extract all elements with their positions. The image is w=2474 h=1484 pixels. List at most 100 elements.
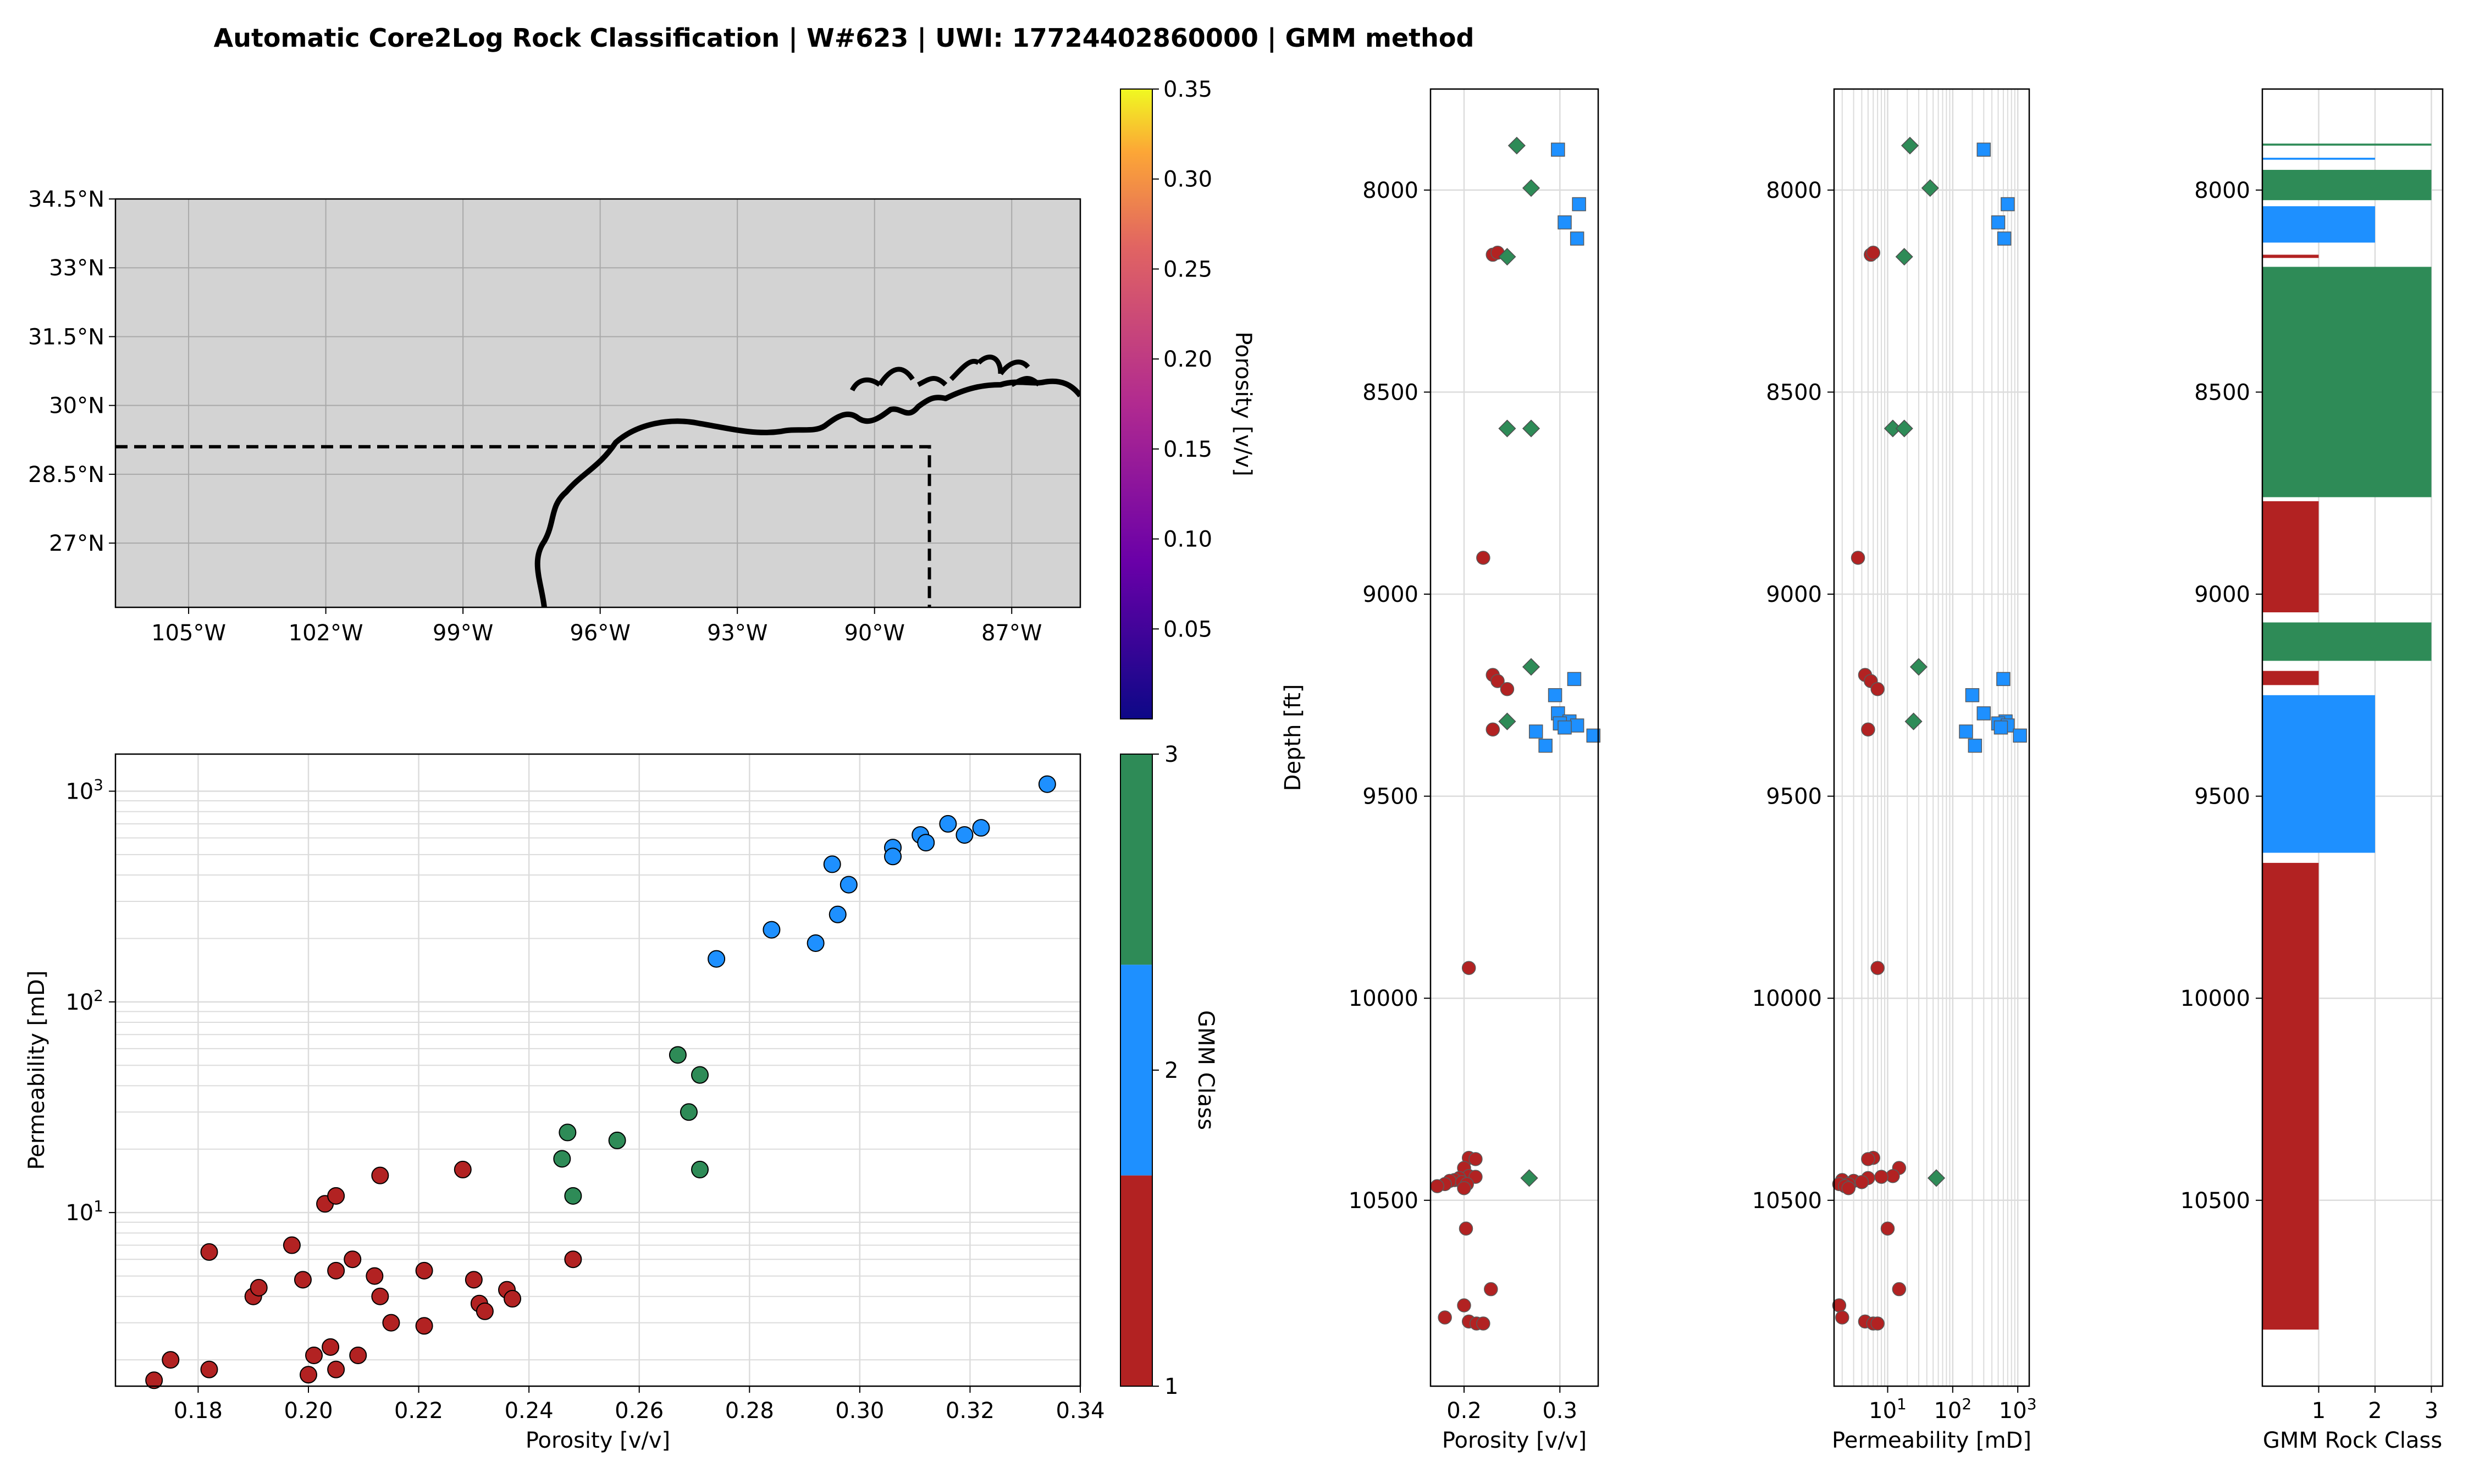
gmm-class-interval bbox=[2262, 267, 2432, 497]
crossplot-point bbox=[305, 1346, 323, 1364]
gmm-x-tick-label: 1 bbox=[2312, 1398, 2326, 1424]
porosity-colorbar-tick-label: 0.15 bbox=[1163, 437, 1212, 462]
depth-porosity-point bbox=[1507, 136, 1526, 154]
crossplot-point bbox=[162, 1351, 180, 1369]
depth-permeability-point bbox=[1965, 688, 1980, 702]
depth-porosity-point bbox=[1522, 179, 1540, 197]
gmm-class-colorbar: 1 2 3 GMM Class bbox=[1120, 742, 1218, 1399]
depth-porosity-point bbox=[1522, 419, 1540, 438]
map-y-tick-label: 33°N bbox=[49, 256, 104, 281]
map-x-tick-label: 105°W bbox=[151, 621, 226, 646]
figure-title: Automatic Core2Log Rock Classification |… bbox=[214, 23, 1475, 53]
gmm-class-interval bbox=[2262, 254, 2319, 258]
crossplot-point bbox=[382, 1314, 400, 1332]
map-clip bbox=[534, 355, 1080, 607]
class-colorbar-segment bbox=[1120, 965, 1152, 1176]
depth-permeability-point bbox=[1991, 215, 2006, 230]
depth-porosity-point bbox=[1485, 722, 1500, 737]
crossplot-x-tick-label: 0.28 bbox=[725, 1398, 774, 1424]
depth-tick-label: 9000 bbox=[2194, 582, 2250, 607]
depth-porosity-point bbox=[1430, 1179, 1444, 1193]
depth-porosity-point bbox=[1538, 738, 1553, 753]
depth-porosity-point bbox=[1484, 1282, 1498, 1297]
depth-permeability-point bbox=[1921, 179, 1939, 197]
class-colorbar-label: GMM Class bbox=[1193, 1010, 1218, 1130]
crossplot-y-tick-label: 102 bbox=[65, 987, 103, 1015]
depth-permeability-point bbox=[2013, 728, 2027, 743]
gmm-class-interval bbox=[2262, 501, 2319, 613]
crossplot-point bbox=[371, 1166, 389, 1184]
depth-permeability-point bbox=[1968, 738, 1982, 753]
crossplot-point bbox=[200, 1360, 218, 1378]
depth-permeability-point bbox=[1861, 1152, 1875, 1166]
depth-porosity-point bbox=[1570, 231, 1584, 246]
depth-permeability-point bbox=[1854, 1175, 1869, 1189]
crossplot-y-tick-label: 103 bbox=[65, 776, 103, 805]
crossplot-point bbox=[840, 876, 858, 894]
crossplot-point bbox=[504, 1289, 522, 1308]
map-y-tick-label: 28.5°N bbox=[28, 462, 104, 488]
gmm-class-interval bbox=[2262, 170, 2432, 201]
depth-porosity-point bbox=[1476, 551, 1490, 565]
gmm-track-panel: 8000 8500 9000 9500 10000 10500 1 2 3 GMM Rock Cl… bbox=[2180, 88, 2444, 1453]
depth-porosity-point bbox=[1528, 724, 1543, 739]
crossplot-point bbox=[691, 1160, 709, 1178]
depth-permeability-point bbox=[1927, 1169, 1946, 1187]
crossplot-point bbox=[608, 1131, 626, 1149]
crossplot-point bbox=[972, 819, 990, 837]
gmm-x-axis-label: GMM Rock Class bbox=[2263, 1428, 2442, 1453]
crossplot-point bbox=[327, 1360, 345, 1378]
crossplot-point bbox=[454, 1160, 472, 1178]
crossplot-y-tick-label: 101 bbox=[65, 1197, 103, 1226]
crossplot-point bbox=[366, 1267, 384, 1285]
depth-permeability-point bbox=[1835, 1310, 1849, 1325]
gmm-class-interval bbox=[2262, 622, 2432, 661]
crossplot-point bbox=[708, 950, 726, 968]
depth-porosity-point bbox=[1551, 142, 1565, 157]
map-y-tick-label: 27°N bbox=[49, 531, 104, 556]
depth-tick-label: 10500 bbox=[1349, 1188, 1418, 1214]
depth-permeability-x-axis-label: Permeability [mD] bbox=[1832, 1428, 2031, 1453]
depth-tick-label: 10500 bbox=[1752, 1188, 1822, 1214]
crossplot-point bbox=[465, 1271, 483, 1289]
coastline bbox=[534, 378, 1080, 607]
crossplot-x-axis-label: Porosity [v/v] bbox=[526, 1428, 670, 1453]
gmm-class-interval bbox=[2262, 695, 2375, 853]
depth-tick-label: 10000 bbox=[1349, 986, 1418, 1011]
depth-permeability-point bbox=[1866, 246, 1880, 260]
depth-porosity-point bbox=[1567, 672, 1582, 686]
map-panel: 105°W 102°W 99°W 96°W 93°W 90°W 87°W 34.5°N 33°N… bbox=[28, 187, 1081, 646]
crossplot-point bbox=[829, 905, 847, 923]
depth-permeability-point bbox=[1959, 724, 1973, 739]
depth-tick-label: 9000 bbox=[1766, 582, 1822, 607]
crossplot-point bbox=[884, 848, 902, 866]
crossplot-x-tick-label: 0.32 bbox=[946, 1398, 995, 1424]
depth-tick-label: 9500 bbox=[2194, 784, 2250, 810]
porosity-colorbar: 0.35 0.30 0.25 0.20 0.15 0.10 0.05 Porosity [v/… bbox=[1120, 77, 1256, 719]
map-x-tick-label: 93°W bbox=[707, 621, 767, 646]
depth-permeability-point bbox=[1892, 1282, 1907, 1297]
depth-porosity-panel: 8000 8500 9000 9500 10000 10500 0.2 0.3 Porosity… bbox=[1280, 88, 1601, 1453]
crossplot-point bbox=[327, 1187, 345, 1205]
crossplot-point bbox=[807, 934, 825, 952]
crossplot-point bbox=[559, 1123, 577, 1142]
depth-permeability-x-tick-label: 103 bbox=[1999, 1395, 2037, 1424]
depth-tick-label: 8000 bbox=[1362, 178, 1418, 203]
crossplot-x-tick-label: 0.20 bbox=[284, 1398, 333, 1424]
depth-porosity-point bbox=[1490, 674, 1505, 688]
gmm-class-interval bbox=[2262, 671, 2319, 685]
crossplot-x-tick-label: 0.30 bbox=[835, 1398, 884, 1424]
crossplot-point bbox=[669, 1046, 687, 1064]
crossplot-point bbox=[371, 1287, 389, 1305]
depth-porosity-x-tick-label: 0.3 bbox=[1542, 1398, 1577, 1424]
plot-frame bbox=[2261, 88, 2444, 1387]
depth-porosity-point bbox=[1498, 419, 1516, 438]
porosity-colorbar-tick-label: 0.25 bbox=[1163, 257, 1212, 282]
depth-permeability-point bbox=[1895, 419, 1913, 438]
plot-frame bbox=[114, 198, 1081, 608]
depth-tick-label: 8500 bbox=[2194, 380, 2250, 405]
crossplot-point bbox=[823, 855, 841, 873]
class-colorbar-segment bbox=[1120, 1175, 1152, 1386]
depth-porosity-x-tick-label: 0.2 bbox=[1446, 1398, 1482, 1424]
